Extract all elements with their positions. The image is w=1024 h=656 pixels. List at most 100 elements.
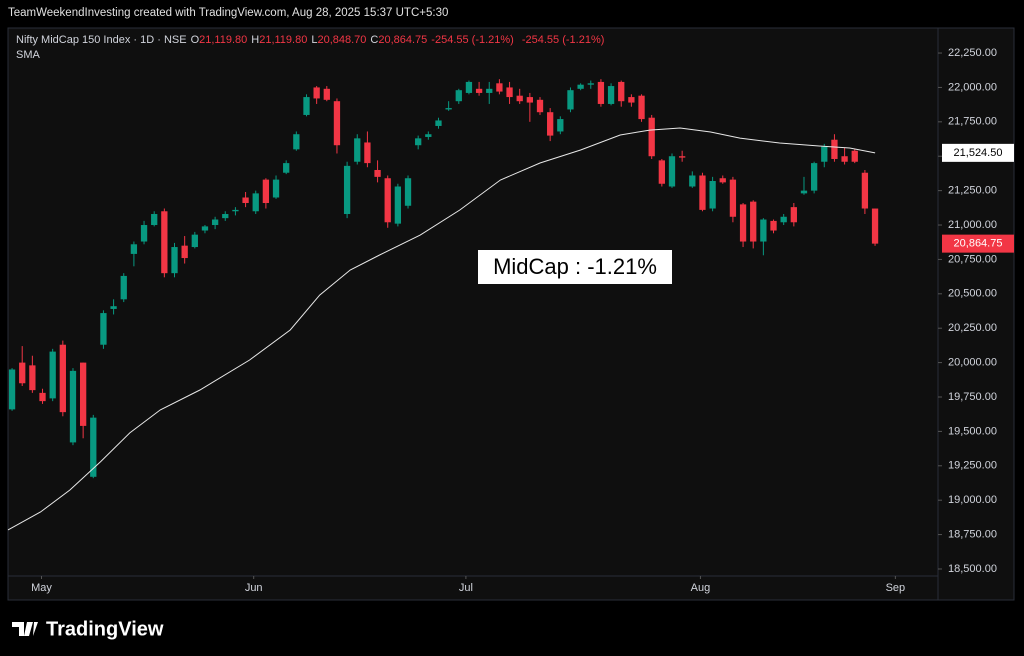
candle-body	[790, 207, 797, 223]
candle-body	[191, 234, 198, 248]
candle-body	[557, 119, 564, 132]
candle-body	[140, 225, 148, 242]
candle-body	[313, 87, 320, 99]
key: L	[311, 34, 317, 46]
candle-body	[516, 95, 523, 102]
x-tick-label: Sep	[886, 582, 906, 594]
candle-body	[364, 142, 371, 164]
candle-body	[171, 247, 178, 274]
y-tick-label: 20,750.00	[948, 253, 997, 265]
candle-body	[49, 351, 56, 399]
candle-body	[597, 81, 605, 104]
y-tick-label: 20,000.00	[948, 357, 997, 369]
candle-body	[709, 180, 716, 209]
high-value: 21,119.80	[259, 34, 307, 46]
sma-line	[7, 127, 876, 531]
credit: TeamWeekendInvesting created with Tradin…	[8, 7, 448, 19]
candle-body	[29, 365, 36, 391]
candle-body	[242, 197, 249, 204]
symbol: Nifty MidCap 150 Index · 1D · NSE	[16, 34, 187, 46]
candle-body	[658, 160, 665, 184]
candle-body	[506, 87, 513, 98]
candle-body	[90, 417, 97, 477]
logo: TradingView	[46, 618, 164, 640]
candle-body	[394, 186, 402, 224]
y-tick-label: 20,250.00	[948, 322, 997, 334]
candle-body	[303, 97, 310, 115]
candle-body	[435, 120, 442, 126]
candle-body	[486, 88, 493, 93]
close-price-label: 20,864.75	[954, 238, 1003, 250]
annotation-box	[478, 250, 672, 284]
candle-body	[679, 156, 686, 158]
y-tick-label: 19,500.00	[948, 425, 997, 437]
candle-body	[638, 95, 645, 120]
candle-body	[780, 216, 787, 223]
change: -254.55 (-1.21%)	[522, 34, 605, 46]
candle-body	[323, 88, 330, 100]
y-tick-label: 22,250.00	[948, 47, 997, 59]
candle-body	[567, 90, 574, 110]
candle-body	[770, 220, 777, 231]
candle-body	[130, 244, 138, 254]
candle-body	[475, 88, 483, 93]
close-price-box	[942, 234, 1014, 253]
candle-body	[871, 208, 879, 244]
candle-body	[800, 190, 808, 194]
close-value: 20,864.75	[378, 34, 427, 46]
y-tick-label: 21,750.00	[948, 116, 997, 128]
candle-body	[760, 219, 767, 242]
candle-body	[59, 344, 66, 413]
sma-legend: SMA	[16, 49, 41, 61]
candle-body	[739, 204, 747, 242]
x-tick-label: Jun	[245, 582, 263, 594]
candle-body	[841, 156, 848, 162]
y-tick-label: 19,000.00	[948, 494, 997, 506]
logo-icon	[12, 622, 38, 636]
candle-body	[120, 275, 127, 300]
y-tick-label: 19,250.00	[948, 460, 997, 472]
candle-body	[526, 97, 534, 103]
candle-body	[628, 97, 635, 103]
candle-body	[110, 306, 117, 309]
candle-body	[252, 193, 259, 212]
candle-body	[404, 178, 412, 206]
candle-body	[39, 392, 46, 402]
candle-body	[719, 178, 726, 183]
y-tick-label: 21,250.00	[948, 185, 997, 197]
candle-body	[354, 138, 361, 162]
y-tick-label: 18,750.00	[948, 528, 997, 540]
candle-body	[810, 163, 818, 191]
y-tick-label: 22,000.00	[948, 81, 997, 93]
candle-body	[384, 178, 391, 223]
candle-body	[343, 165, 351, 215]
candle-body	[496, 83, 503, 92]
change: -254.55 (-1.21%)	[431, 34, 514, 46]
candle-body	[19, 362, 26, 384]
candle-body	[272, 179, 280, 198]
annotation: MidCap : -1.21%	[493, 254, 657, 279]
sma-price-label: 21,524.50	[954, 147, 1003, 159]
candle-body	[262, 179, 270, 204]
candle-body	[8, 369, 16, 410]
candle-body	[455, 90, 462, 102]
candle-body	[100, 313, 107, 345]
candle-body	[699, 175, 706, 210]
candle-body	[333, 101, 341, 146]
candle-body	[668, 156, 676, 187]
candle-body	[293, 134, 300, 150]
candle-body	[648, 117, 655, 157]
candle-body	[831, 139, 838, 159]
candle-body	[211, 219, 219, 226]
sma-price-box	[942, 143, 1014, 162]
candle-body	[151, 214, 158, 226]
candle-body	[607, 86, 615, 104]
y-tick-label: 19,750.00	[948, 391, 997, 403]
candle-body	[689, 175, 696, 187]
key: H	[251, 34, 259, 46]
candle-body	[201, 226, 209, 231]
candle-body	[587, 83, 594, 85]
candle-body	[729, 179, 737, 217]
